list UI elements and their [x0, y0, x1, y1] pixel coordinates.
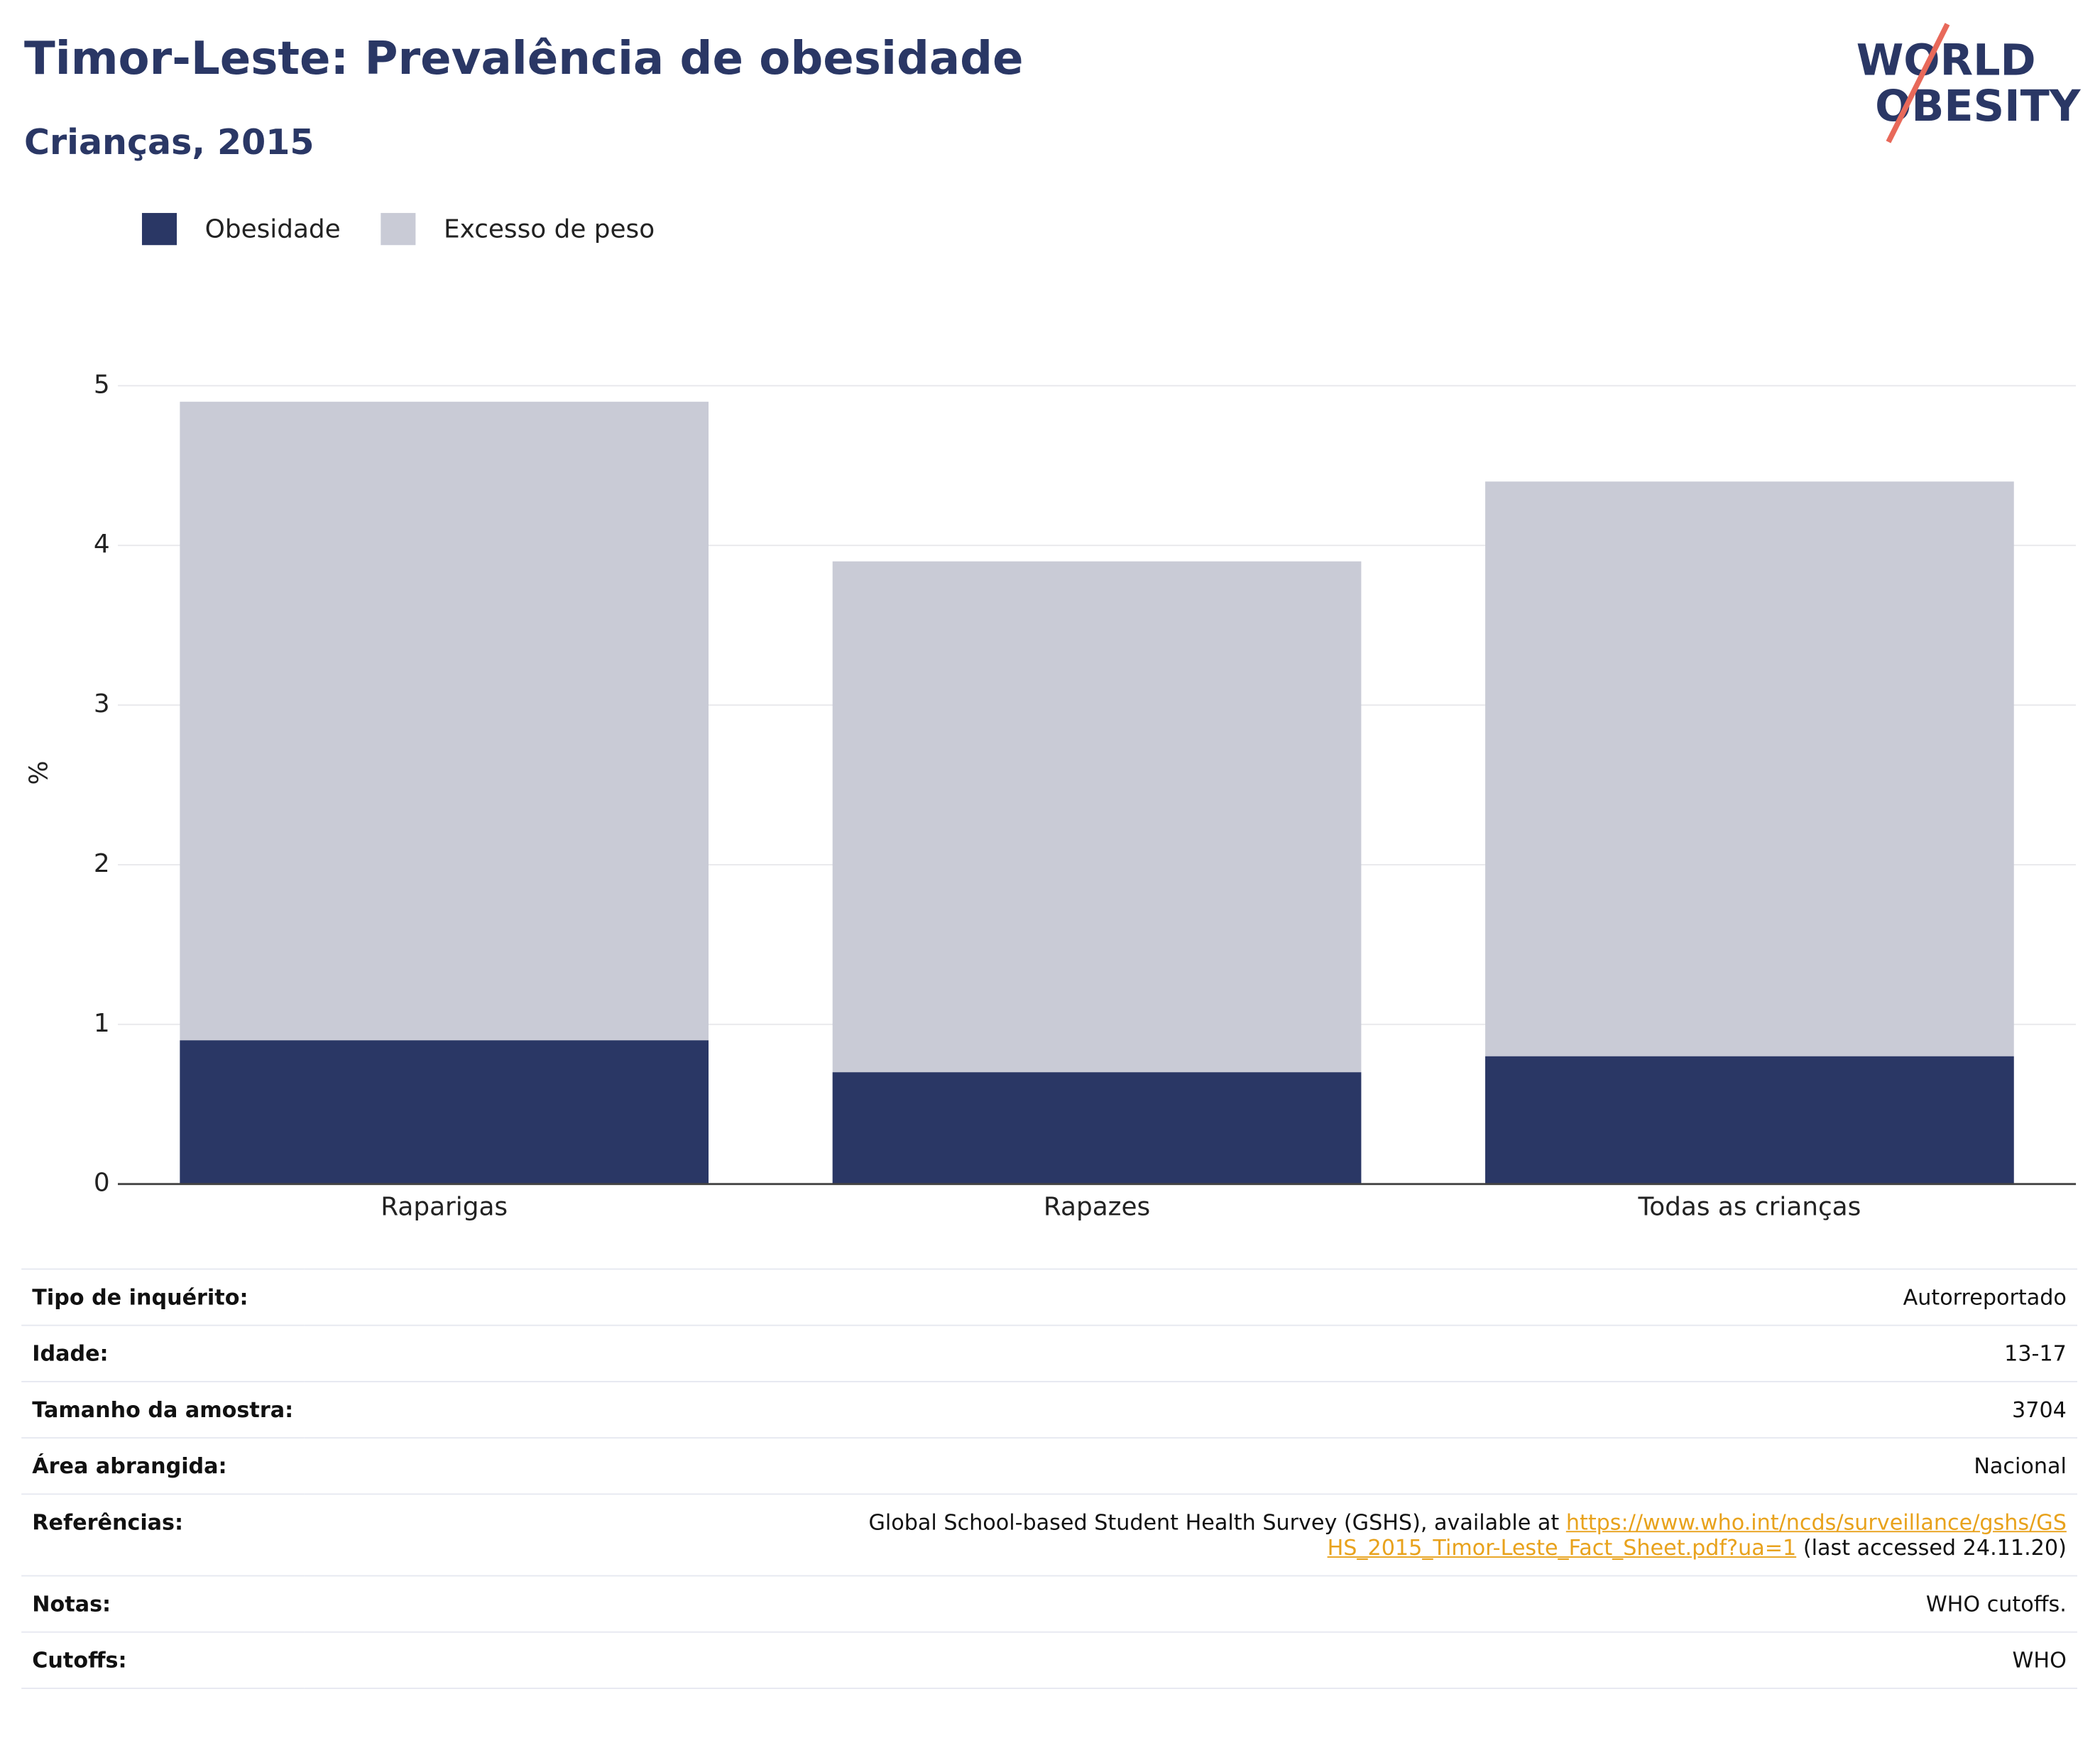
- legend-label: Excesso de peso: [444, 214, 655, 244]
- row-value-text: Autorreportado: [1903, 1284, 2067, 1310]
- x-tick-label: Todas as crianças: [1637, 1193, 1861, 1222]
- row-value-text: Global School-based Student Health Surve…: [868, 1509, 1560, 1535]
- y-axis-label: %: [25, 760, 54, 785]
- table-row: Área abrangida: Nacional: [21, 1437, 2077, 1495]
- row-label: Tipo de inquérito:: [21, 1268, 305, 1326]
- row-label: Cutoffs:: [21, 1631, 305, 1689]
- bar: [180, 1040, 709, 1184]
- subtitle: Crianças, 2015: [23, 123, 315, 164]
- row-value: 3704: [304, 1380, 2077, 1439]
- row-value: 13-17: [304, 1324, 2077, 1382]
- table-row: Referências: Global School-based Student …: [21, 1493, 2077, 1577]
- row-label: Idade:: [21, 1324, 305, 1382]
- x-tick-label: Raparigas: [381, 1193, 508, 1222]
- row-label: Área abrangida:: [21, 1437, 305, 1495]
- row-value-text: WHO cutoffs.: [1925, 1591, 2067, 1617]
- title: Timor-Leste: Prevalência de obesidade: [23, 32, 1024, 86]
- table-row: Tamanho da amostra: 3704: [21, 1380, 2077, 1439]
- info-table: Tipo de inquérito: Autorreportado Idade: 13…: [21, 1268, 2077, 1689]
- y-tick-label: 2: [94, 849, 110, 878]
- bar: [1485, 1056, 2014, 1184]
- row-value: WHO cutoffs.: [304, 1575, 2077, 1633]
- row-value-text: WHO: [2012, 1647, 2067, 1673]
- x-tick-label: Rapazes: [1044, 1193, 1150, 1222]
- logo-line: WORLD: [1856, 35, 2036, 86]
- logo-slash: [1886, 23, 1950, 143]
- y-tick-label: 1: [94, 1009, 110, 1038]
- row-value-text: Nacional: [1974, 1453, 2067, 1479]
- y-tick-label: 3: [94, 689, 110, 719]
- row-label: Tamanho da amostra:: [21, 1380, 305, 1439]
- chart: % 0 1 2 3 4 5 Obesidade Excesso de peso Rapariga…: [25, 23, 2077, 1222]
- row-value-suffix: (last accessed 24.11.20): [1803, 1534, 2067, 1561]
- bar: [832, 1072, 1362, 1184]
- row-value: Nacional: [304, 1437, 2077, 1495]
- legend-label: Obesidade: [205, 214, 341, 244]
- table-row: Cutoffs: WHO: [21, 1631, 2077, 1689]
- row-value: WHO: [304, 1631, 2077, 1689]
- row-label: Referências:: [21, 1493, 305, 1577]
- legend-swatch: [141, 212, 177, 246]
- y-tick-label: 5: [94, 370, 110, 399]
- table-row: Notas: WHO cutoffs.: [21, 1575, 2077, 1633]
- row-value: Autorreportado: [304, 1268, 2077, 1326]
- row-value-text: 3704: [2012, 1397, 2067, 1423]
- table-row: Idade: 13-17: [21, 1324, 2077, 1382]
- logo: WORLD OBESITY: [1856, 38, 2081, 129]
- row-label: Notas:: [21, 1575, 305, 1633]
- row-value-text: 13-17: [2004, 1340, 2067, 1367]
- y-tick-label: 4: [94, 530, 110, 559]
- table-row: Tipo de inquérito: Autorreportado: [21, 1268, 2077, 1326]
- row-value: Global School-based Student Health Surve…: [304, 1493, 2077, 1577]
- legend-swatch: [381, 212, 416, 246]
- reference-link[interactable]: https://www.who.int/ncds/surveillance/gs…: [1327, 1509, 2067, 1561]
- y-tick-label: 0: [94, 1169, 110, 1198]
